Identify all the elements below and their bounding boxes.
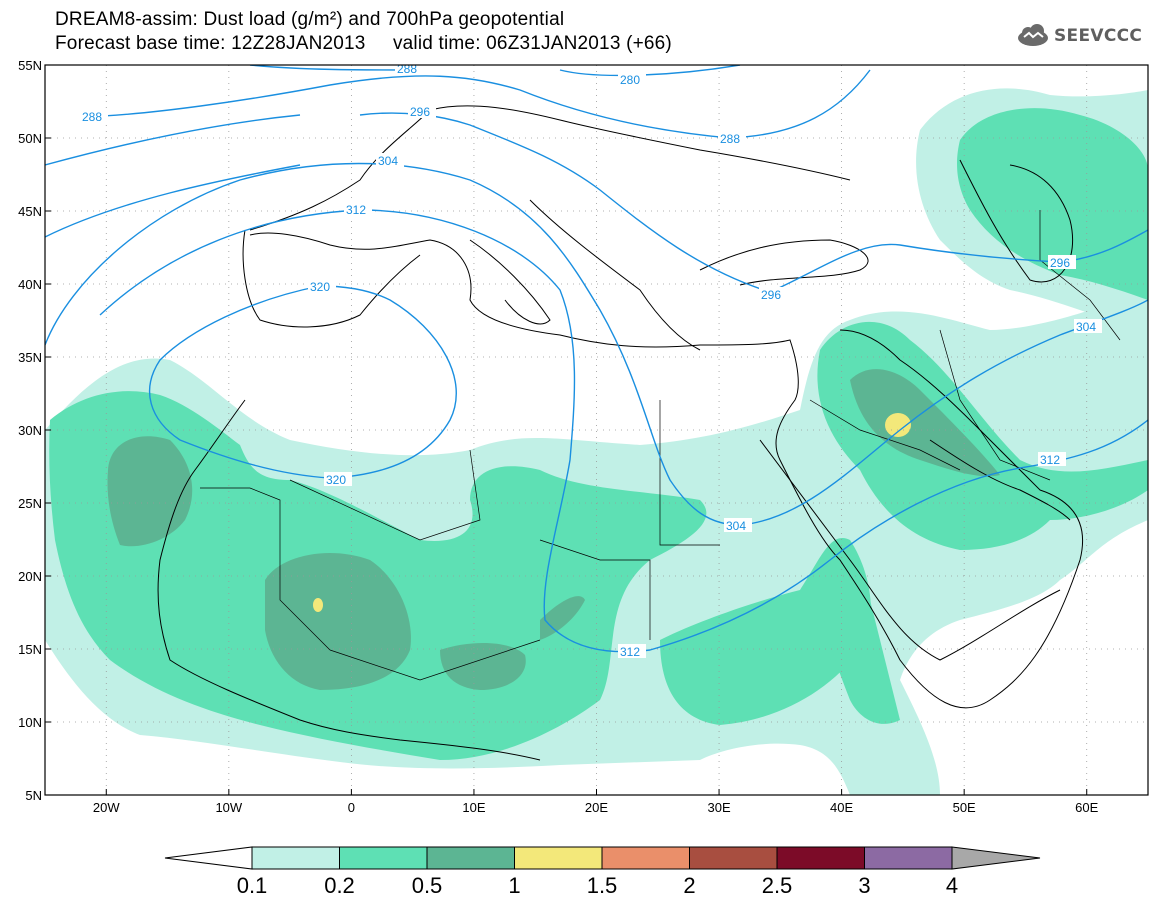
- dust-field-0.2-redsea: [819, 552, 900, 724]
- contour-label: 312: [620, 645, 640, 659]
- contour-label: 312: [1040, 453, 1060, 467]
- dust-field-0.2-sudan: [660, 538, 871, 725]
- border-central-asia: [1039, 210, 1121, 341]
- map-title: DREAM8-assim: Dust load (g/m²) and 700hP…: [55, 9, 565, 30]
- border-sudan-chad: [539, 539, 651, 640]
- coastline-europe-north: [249, 105, 851, 231]
- contour-288-sw: [45, 114, 301, 166]
- colorbar-under-arrow: [164, 846, 253, 870]
- border-libya-egypt: [659, 400, 720, 546]
- latitude-label: 5N: [25, 788, 42, 803]
- latitude-label: 10N: [18, 715, 42, 730]
- coastline-africa-atlantic: [157, 399, 541, 761]
- contour-label: 312: [346, 203, 366, 217]
- border-algeria: [289, 449, 481, 541]
- colorbar-swatch: [339, 846, 428, 870]
- dust-field-0.5-niger: [440, 643, 526, 690]
- colorbar-label: 0.2: [324, 873, 355, 898]
- contour-label: 296: [410, 105, 430, 119]
- contour-304: [45, 162, 1148, 526]
- dust-field-0.5-chad: [540, 596, 585, 640]
- latitude-label: 55N: [18, 58, 42, 73]
- contour-label: 304: [726, 519, 746, 533]
- contour-288-north: [249, 65, 411, 71]
- contour-label: 296: [1050, 256, 1070, 270]
- coastline-iberia: [242, 229, 421, 328]
- border-mauritania-mali: [200, 487, 331, 651]
- latitude-label: 30N: [18, 423, 42, 438]
- dust-field-1-iraq: [885, 413, 911, 437]
- contour-label: 304: [1076, 320, 1096, 334]
- colorbar-swatch: [776, 846, 865, 870]
- longitude-label: 20W: [93, 800, 120, 815]
- longitude-label: 10W: [215, 800, 242, 815]
- contour-288-west: [81, 69, 871, 139]
- longitude-label: 50E: [953, 800, 976, 815]
- dust-field-0.5-iraq: [850, 369, 1000, 477]
- coastline-balkans: [529, 199, 701, 351]
- colorbar-swatch: [426, 846, 515, 870]
- longitude-label: 40E: [830, 800, 853, 815]
- longitude-label: 10E: [462, 800, 485, 815]
- contour-label: 320: [326, 473, 346, 487]
- coastline-arabia: [759, 439, 1061, 661]
- colorbar-label: 1: [508, 873, 520, 898]
- coastline-caspian: [959, 159, 1074, 283]
- colorbar-label: 4: [946, 873, 958, 898]
- contour-label: 280: [620, 73, 640, 87]
- colorbar-label: 3: [858, 873, 870, 898]
- colorbar: 0.1 0.2 0.5 1 1.5 2 2.5 3 4: [164, 846, 1041, 898]
- colorbar-swatch: [689, 846, 778, 870]
- dust-field-1-mali: [313, 598, 323, 612]
- border-iran: [939, 329, 1051, 481]
- country-borders: [200, 210, 1121, 681]
- dust-field-0.5-west: [107, 436, 193, 547]
- logo: SEEVCCC: [1016, 24, 1142, 48]
- latitude-label: 35N: [18, 350, 42, 365]
- latitude-label: 20N: [18, 569, 42, 584]
- map-subtitle: Forecast base time: 12Z28JAN2013 valid t…: [55, 33, 672, 54]
- colorbar-label: 1.5: [587, 873, 618, 898]
- longitude-labels: 20W 10W 0 10E 20E 30E 40E 50E 60E: [93, 789, 1099, 815]
- coastline-gulf: [929, 439, 1071, 521]
- latitude-label: 25N: [18, 496, 42, 511]
- latitude-label: 45N: [18, 204, 42, 219]
- contour-label: 296: [761, 288, 781, 302]
- contour-label: 288: [397, 62, 417, 76]
- coastline-italy: [469, 239, 551, 325]
- dust-field-0.2-caspian: [957, 108, 1148, 300]
- longitude-label: 20E: [585, 800, 608, 815]
- longitude-label: 60E: [1075, 800, 1098, 815]
- coastlines: [157, 105, 1084, 761]
- colorbar-label: 2.5: [762, 873, 793, 898]
- colorbar-over-arrow: [951, 846, 1041, 870]
- longitude-label: 30E: [707, 800, 730, 815]
- colorbar-swatch: [601, 846, 690, 870]
- colorbar-label: 2: [683, 873, 695, 898]
- contour-label: 288: [82, 110, 102, 124]
- cloud-icon: [1018, 24, 1048, 46]
- latitude-label: 15N: [18, 642, 42, 657]
- border-iraq-saudi: [809, 399, 961, 471]
- colorbar-swatch: [864, 846, 953, 870]
- contour-label: 320: [310, 280, 330, 294]
- colorbar-swatch: [514, 846, 603, 870]
- colorbar-label: 0.1: [237, 873, 268, 898]
- logo-text: SEEVCCC: [1054, 26, 1143, 46]
- dust-field-0.5-mali: [265, 552, 411, 690]
- border-sahel: [329, 639, 541, 681]
- contour-label: 288: [720, 132, 740, 146]
- latitude-label: 50N: [18, 131, 42, 146]
- contour-label: 304: [378, 154, 398, 168]
- latitude-label: 40N: [18, 277, 42, 292]
- colorbar-swatch: [251, 846, 340, 870]
- contour-296-sw: [45, 164, 301, 238]
- latitude-labels: 55N 50N 45N 40N 35N 30N 25N 20N 15N 10N 5N: [18, 58, 51, 803]
- longitude-label: 0: [348, 800, 355, 815]
- contour-labels: 280 288 288 288 296 296 296 304 304 304 …: [80, 62, 1102, 659]
- dust-load-shading: [45, 88, 1148, 795]
- coastline-africa-west: [249, 232, 1084, 709]
- colorbar-label: 0.5: [412, 873, 443, 898]
